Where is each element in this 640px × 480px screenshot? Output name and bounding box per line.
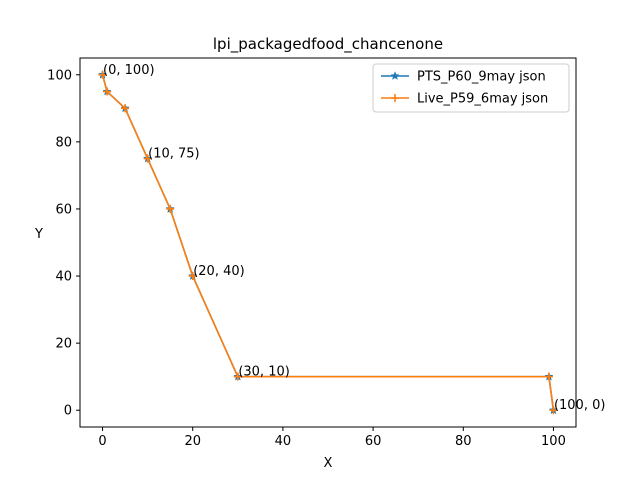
chart-title: lpi_packagedfood_chancenone: [213, 35, 443, 54]
y-tick-label: 0: [64, 404, 72, 419]
x-tick-label: 60: [365, 434, 382, 449]
y-tick-label: 80: [55, 135, 72, 150]
y-tick-label: 40: [55, 270, 72, 285]
legend-frame: [372, 63, 570, 113]
data-point-1-2: [121, 104, 130, 113]
y-tick-label: 60: [55, 202, 72, 217]
series-line-1: [101, 73, 555, 412]
annotation-label: (10, 75): [148, 147, 200, 162]
data-point-1-4: [166, 204, 175, 213]
data-point-1-1: [103, 87, 112, 96]
y-tick-label: 100: [47, 68, 72, 83]
data-point-1-0: [98, 70, 107, 79]
legend-item-1: Live_P59_6may json: [381, 92, 548, 107]
ticks-layer: 0 20 40 60 80 100 0 20 40 60 80 100: [47, 68, 566, 449]
legend-label: PTS_P60_9may json: [417, 70, 546, 85]
plot-layer: [97, 69, 559, 415]
data-point-1-5: [188, 272, 197, 281]
legend: PTS_P60_9may json Live_P59_6may json: [372, 63, 570, 113]
y-axis-title: Y: [34, 227, 43, 242]
data-point-1-3: [143, 154, 152, 163]
x-tick-label: 100: [541, 434, 566, 449]
x-axis-title: X: [324, 456, 333, 471]
legend-marker: [390, 71, 400, 80]
legend-marker: [391, 94, 399, 102]
data-point-1-8: [549, 406, 558, 415]
y-tick-label: 20: [55, 337, 72, 352]
series-line-0: [101, 73, 555, 412]
series-0: [97, 69, 559, 415]
legend-item-0: PTS_P60_9may json: [381, 70, 546, 85]
legend-label: Live_P59_6may json: [417, 92, 548, 107]
x-tick-label: 0: [98, 434, 106, 449]
x-tick-label: 40: [275, 434, 292, 449]
series-1: [98, 70, 558, 415]
x-tick-label: 80: [455, 434, 472, 449]
annotation-label: (100, 0): [554, 398, 606, 413]
annotation-label: (30, 10): [238, 365, 290, 380]
plot-frame: [79, 57, 577, 428]
annotation-label: (20, 40): [193, 264, 245, 279]
data-point-1-6: [233, 372, 242, 381]
annotation-label: (0, 100): [103, 63, 155, 78]
data-point-1-7: [544, 372, 553, 381]
x-tick-label: 20: [184, 434, 201, 449]
